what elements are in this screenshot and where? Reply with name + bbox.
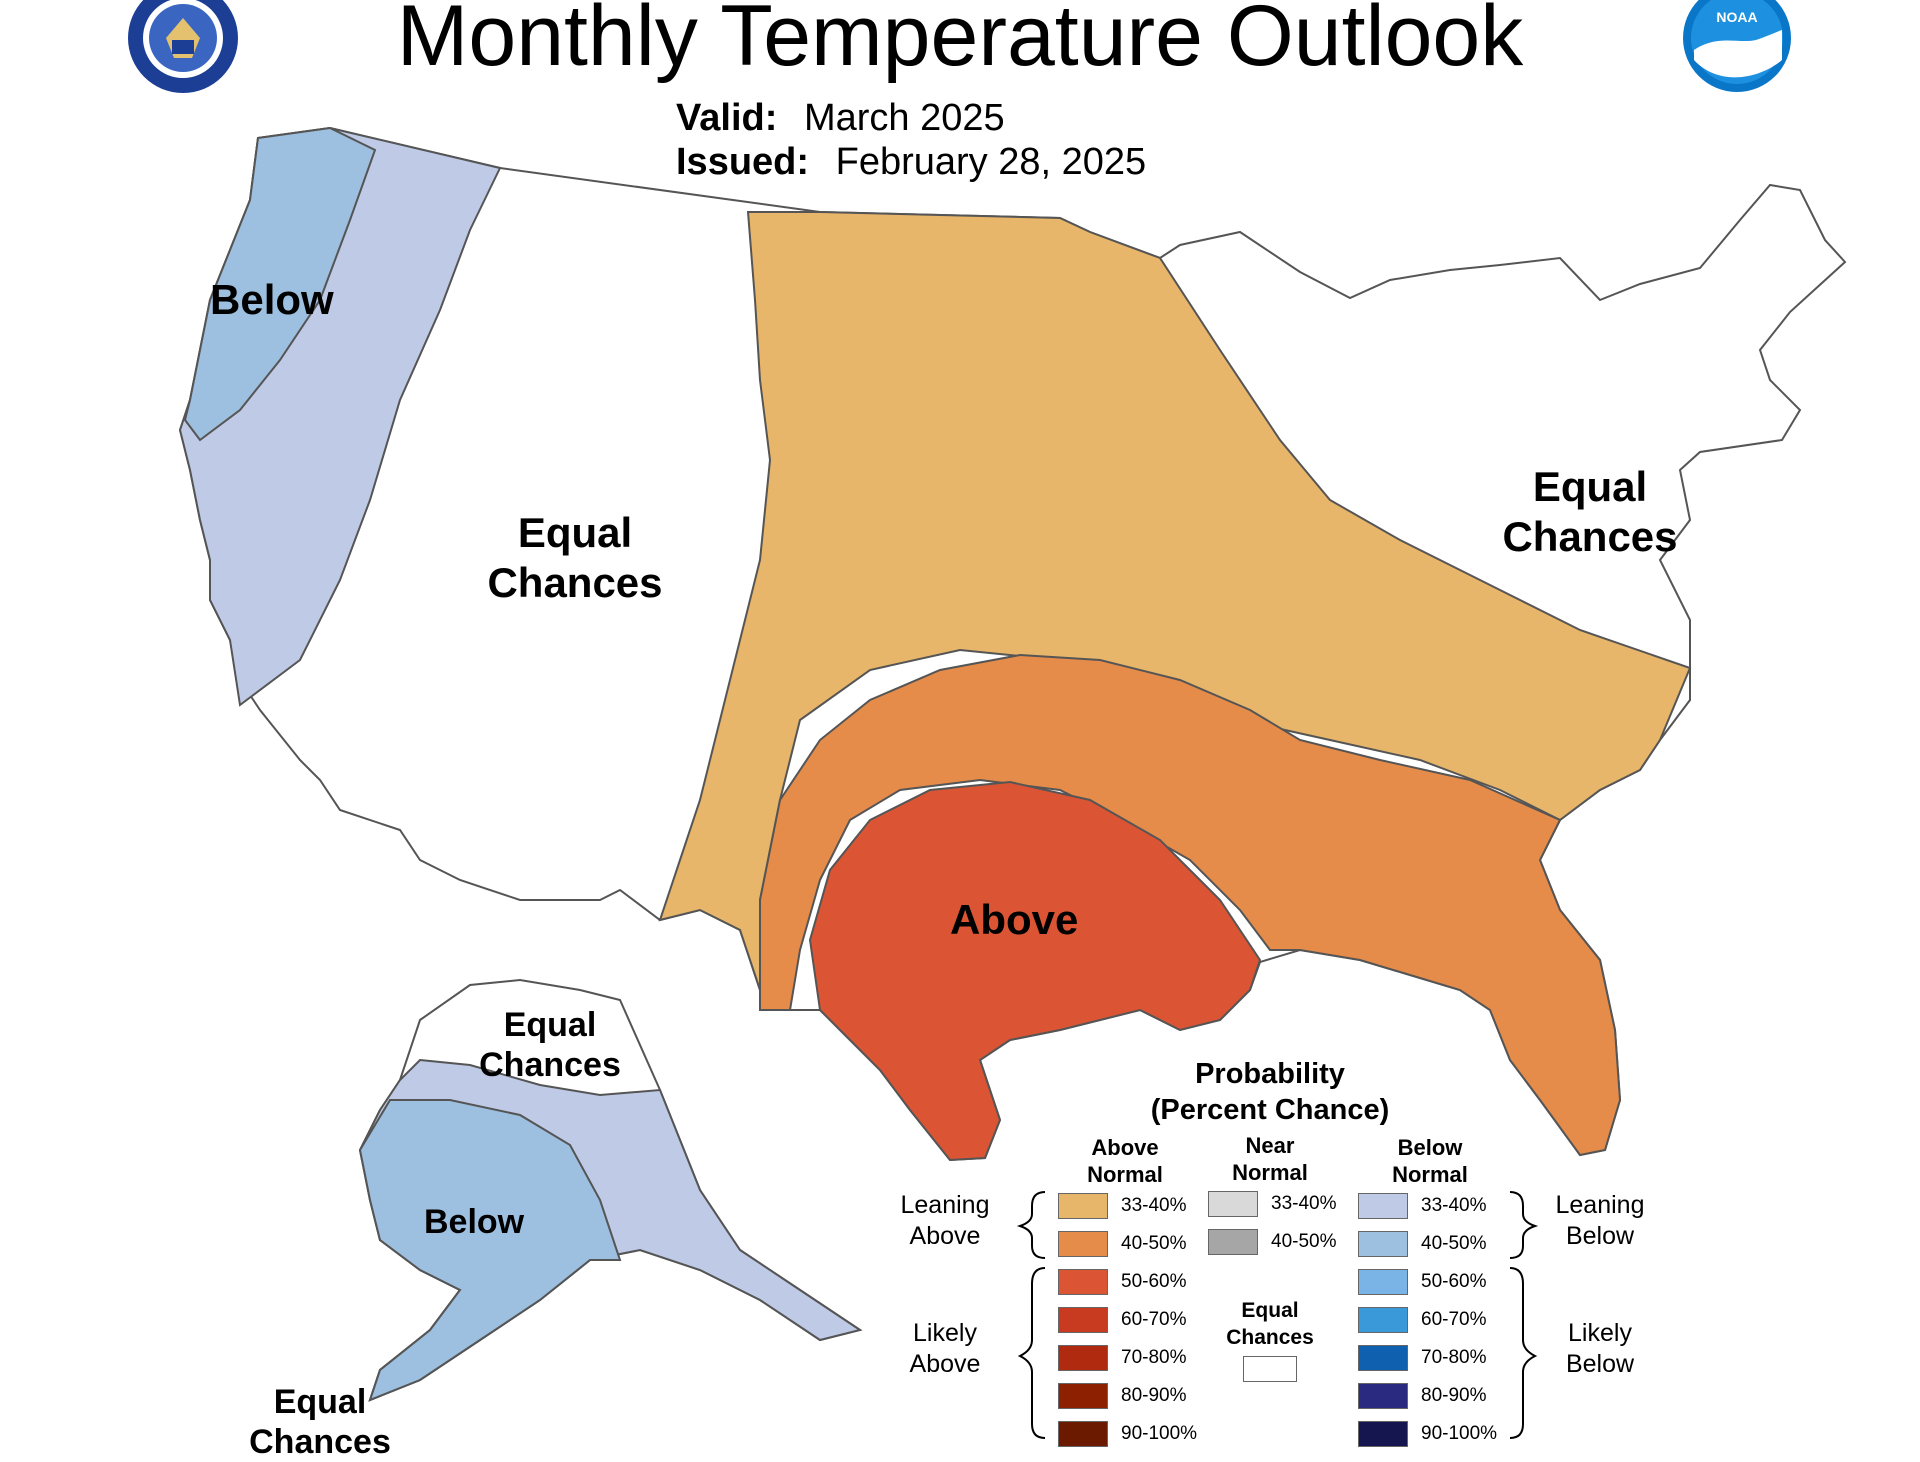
legend-col-near: Near Normal [1232,1133,1308,1185]
brace-leaning-above [1016,1191,1046,1259]
region-label-equal-alaska: Equal Chances [479,1006,621,1085]
legend-below-label: 70-80% [1421,1347,1487,1368]
legend-near-label: 33-40% [1271,1193,1337,1214]
issued-line: Issued: February 28, 2025 [676,140,1146,184]
legend-above-label: 50-60% [1121,1271,1187,1292]
legend-near-swatch [1208,1191,1258,1217]
legend-title: Probability (Percent Chance) [1150,1058,1390,1126]
legend-below-swatch [1358,1383,1408,1409]
legend-above-swatch [1058,1383,1108,1409]
noaa-logo-icon: NOAA [1683,0,1791,92]
legend-below-label: 60-70% [1421,1309,1487,1330]
legend-above-label: 80-90% [1121,1385,1187,1406]
legend-above-label: 33-40% [1121,1195,1187,1216]
legend-above-label: 60-70% [1121,1309,1187,1330]
legend-below-label: 90-100% [1421,1423,1498,1444]
region-label-equal-northeast: Equal Chances [1502,463,1678,560]
legend-below-swatch [1358,1193,1408,1219]
region-label-below-alaska: Below [424,1203,525,1241]
legend-above-swatch [1058,1231,1108,1257]
legend-above-swatch [1058,1345,1108,1371]
noaa-logo-text: NOAA [1716,9,1757,25]
region-label-equal-west: Equal Chances [487,509,663,606]
below-40-50-west [183,126,377,442]
legend-above-swatch [1058,1193,1108,1219]
region-label-below-west: Below [210,276,334,323]
above-50-60 [808,780,1262,1162]
legend-below-label: 40-50% [1421,1233,1487,1254]
legend-col-above: Above Normal [1087,1135,1163,1187]
legend-below-swatch [1358,1307,1408,1333]
legend-below-swatch [1358,1345,1408,1371]
legend-below-swatch [1358,1269,1408,1295]
legend-col-below: Below Normal [1392,1135,1468,1187]
valid-line: Valid: March 2025 [676,96,1005,140]
legend-side-likely-below: Likely Below [1565,1319,1635,1378]
legend-below-swatch [1358,1421,1408,1447]
legend-above-swatch [1058,1307,1108,1333]
legend-side-likely-above: Likely Above [909,1319,981,1378]
legend-side-leaning-below: Leaning Below [1555,1191,1645,1250]
brace-likely-above [1017,1267,1046,1439]
legend-near-label: 40-50% [1271,1231,1337,1252]
brace-leaning-below [1509,1191,1539,1259]
region-label-above-south: Above [950,896,1079,943]
legend-above-label: 40-50% [1121,1233,1187,1254]
legend-below-label: 50-60% [1421,1271,1487,1292]
legend-near-swatch [1208,1229,1258,1255]
commerce-seal-icon [128,0,238,93]
valid-value: March 2025 [803,97,1005,139]
issued-label: Issued: [676,141,810,183]
legend-side-leaning-above: Leaning Above [900,1191,990,1250]
brace-likely-below [1509,1267,1538,1439]
legend-below-label: 33-40% [1421,1195,1487,1216]
legend-below-label: 80-90% [1421,1385,1487,1406]
valid-label: Valid: [676,97,778,139]
legend-below-swatch [1358,1231,1408,1257]
legend-above-swatch [1058,1269,1108,1295]
legend-above-swatch [1058,1421,1108,1447]
legend-above-label: 70-80% [1121,1347,1187,1368]
legend-equal-chances-label: Equal Chances [1226,1299,1314,1349]
legend-above-label: 90-100% [1121,1423,1198,1444]
page-title: Monthly Temperature Outlook [396,0,1524,84]
legend-equal-chances-swatch [1243,1356,1297,1382]
issued-value: February 28, 2025 [835,141,1147,183]
alaska-below-40-50 [358,1099,622,1402]
